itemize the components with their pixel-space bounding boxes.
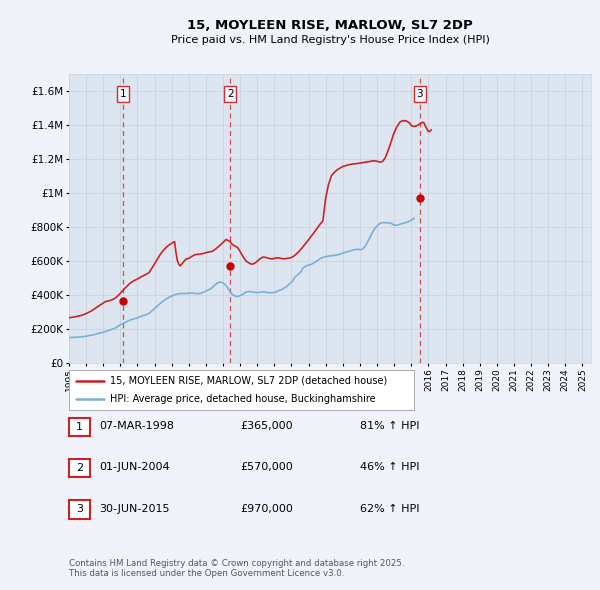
Text: 3: 3 <box>416 89 423 99</box>
Text: 3: 3 <box>76 504 83 514</box>
Text: 01-JUN-2004: 01-JUN-2004 <box>99 463 170 473</box>
Text: 1: 1 <box>76 422 83 432</box>
Text: 2: 2 <box>76 463 83 473</box>
Text: HPI: Average price, detached house, Buckinghamshire: HPI: Average price, detached house, Buck… <box>110 394 376 404</box>
Text: 2: 2 <box>227 89 233 99</box>
Text: 62% ↑ HPI: 62% ↑ HPI <box>360 504 419 514</box>
Text: 81% ↑ HPI: 81% ↑ HPI <box>360 421 419 431</box>
Text: 15, MOYLEEN RISE, MARLOW, SL7 2DP (detached house): 15, MOYLEEN RISE, MARLOW, SL7 2DP (detac… <box>110 376 388 386</box>
Text: 15, MOYLEEN RISE, MARLOW, SL7 2DP: 15, MOYLEEN RISE, MARLOW, SL7 2DP <box>187 19 473 32</box>
Text: 07-MAR-1998: 07-MAR-1998 <box>99 421 174 431</box>
Text: Contains HM Land Registry data © Crown copyright and database right 2025.
This d: Contains HM Land Registry data © Crown c… <box>69 559 404 578</box>
Text: 1: 1 <box>120 89 127 99</box>
Text: £570,000: £570,000 <box>240 463 293 473</box>
Text: 46% ↑ HPI: 46% ↑ HPI <box>360 463 419 473</box>
Text: £970,000: £970,000 <box>240 504 293 514</box>
Text: £365,000: £365,000 <box>240 421 293 431</box>
Text: Price paid vs. HM Land Registry's House Price Index (HPI): Price paid vs. HM Land Registry's House … <box>170 35 490 44</box>
Text: 30-JUN-2015: 30-JUN-2015 <box>99 504 170 514</box>
